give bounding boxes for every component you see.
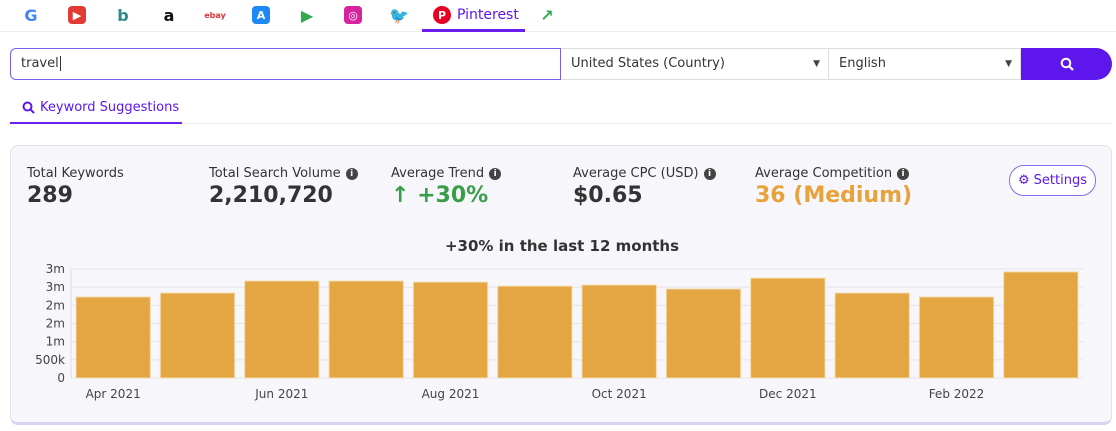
bar-apr-2021 bbox=[75, 296, 151, 379]
chart-title: +30% in the last 12 months bbox=[444, 237, 680, 255]
tab-label: Keyword Suggestions bbox=[40, 99, 180, 115]
trending-icon: ↗ bbox=[540, 5, 554, 25]
caret-down-icon: ▼ bbox=[1005, 59, 1012, 69]
stat-label: Average CPC (USD) bbox=[573, 166, 699, 181]
stat-avg-cpc: Average CPC (USD) i $0.65 bbox=[573, 166, 716, 208]
info-icon[interactable]: i bbox=[897, 167, 910, 180]
tab-trends[interactable]: ↗ bbox=[538, 4, 556, 26]
x-tick-label: Oct 2021 bbox=[592, 387, 647, 401]
y-tick-label: 2m bbox=[46, 298, 65, 312]
amazon-icon: a bbox=[163, 5, 175, 25]
stat-label: Total Keywords bbox=[27, 166, 124, 181]
y-tick-label: 500k bbox=[35, 353, 65, 367]
stat-avg-trend: Average Trend i ↑ +30% bbox=[391, 166, 502, 208]
keyword-value: travel bbox=[21, 56, 59, 71]
tab-pinterest[interactable]: P Pinterest bbox=[433, 4, 519, 26]
instagram-icon: ◎ bbox=[344, 6, 362, 24]
country-select[interactable]: United States (Country) ▼ bbox=[561, 48, 829, 80]
bar-aug-2021 bbox=[412, 281, 489, 379]
active-tab-indicator bbox=[422, 29, 525, 32]
tab-play-store[interactable]: ▶ bbox=[298, 4, 316, 26]
tab-youtube[interactable]: ▶ bbox=[68, 4, 86, 26]
stat-label: Average Trend bbox=[391, 166, 485, 181]
stat-label: Total Search Volume bbox=[209, 166, 341, 181]
y-tick-label: 2m bbox=[46, 317, 65, 331]
tab-keyword-suggestions[interactable]: Keyword Suggestions bbox=[10, 92, 182, 124]
keyword-input[interactable]: travel bbox=[10, 48, 561, 80]
x-tick-label: Apr 2021 bbox=[86, 387, 141, 401]
settings-label: Settings bbox=[1033, 173, 1087, 188]
bar-oct-2021 bbox=[581, 284, 657, 379]
x-tick-label: Aug 2021 bbox=[422, 387, 480, 401]
stat-value: +30% bbox=[417, 183, 489, 208]
y-tick-label: 0 bbox=[57, 371, 65, 385]
tab-label: Pinterest bbox=[457, 7, 519, 23]
tab-google[interactable]: G bbox=[22, 4, 40, 26]
search-icon bbox=[22, 101, 35, 114]
app-store-icon: A bbox=[252, 6, 270, 24]
stat-avg-competition: Average Competition i 36 (Medium) bbox=[755, 166, 912, 208]
country-value: United States (Country) bbox=[571, 56, 725, 71]
stat-value: 289 bbox=[27, 183, 73, 208]
search-icon bbox=[1060, 57, 1074, 71]
stat-total-keywords: Total Keywords 289 bbox=[27, 166, 124, 208]
ebay-icon: ebay bbox=[204, 10, 226, 20]
bar-dec-2021 bbox=[750, 277, 826, 379]
twitter-icon: 🐦 bbox=[389, 5, 409, 25]
language-select[interactable]: English ▼ bbox=[829, 48, 1021, 80]
caret-down-icon: ▼ bbox=[813, 59, 820, 69]
bar-jul-2021 bbox=[328, 280, 404, 379]
language-value: English bbox=[839, 56, 886, 71]
bar-jun-2021 bbox=[244, 280, 320, 379]
bar-sep-2021 bbox=[497, 285, 573, 379]
tab-amazon[interactable]: a bbox=[160, 4, 178, 26]
play-store-icon: ▶ bbox=[300, 5, 314, 25]
info-icon[interactable]: i bbox=[345, 167, 358, 180]
tab-bing[interactable]: b bbox=[114, 4, 132, 26]
stat-total-volume: Total Search Volume i 2,210,720 bbox=[209, 166, 358, 208]
x-tick-label: Jun 2021 bbox=[254, 387, 308, 401]
stat-label: Average Competition bbox=[755, 166, 893, 181]
stat-value: $0.65 bbox=[573, 183, 643, 208]
tab-app-store[interactable]: A bbox=[252, 4, 270, 26]
bar-nov-2021 bbox=[665, 288, 742, 379]
info-icon[interactable]: i bbox=[489, 167, 502, 180]
divider bbox=[182, 123, 1112, 124]
bar-jan-2022 bbox=[834, 292, 910, 379]
youtube-icon: ▶ bbox=[68, 6, 86, 24]
arrow-up-icon: ↑ bbox=[391, 183, 410, 208]
info-icon[interactable]: i bbox=[703, 167, 716, 180]
pinterest-icon: P bbox=[433, 6, 451, 24]
bar-may-2021 bbox=[159, 292, 236, 379]
x-tick-label: Feb 2022 bbox=[929, 387, 985, 401]
search-button[interactable] bbox=[1021, 48, 1112, 80]
y-tick-label: 3m bbox=[46, 262, 65, 276]
stats-panel: Total Keywords 289 Total Search Volume i 2,… bbox=[10, 145, 1112, 425]
google-icon: G bbox=[24, 5, 38, 25]
stat-value: 2,210,720 bbox=[209, 183, 333, 208]
y-tick-label: 3m bbox=[46, 280, 65, 294]
tab-twitter[interactable]: 🐦 bbox=[389, 4, 409, 26]
volume-bar-chart: 0 500k 1m 2m 2m 3m 3m Apr 2021 Jun 2021 Aug 2021 O… bbox=[35, 262, 1083, 401]
gear-icon: ⚙ bbox=[1018, 173, 1030, 188]
engine-tabs: G ▶ b a ebay A ▶ ◎ 🐦 P Pinterest ↗ bbox=[0, 0, 1116, 32]
bar-feb-2022 bbox=[918, 296, 995, 379]
settings-button[interactable]: ⚙ Settings bbox=[1009, 165, 1096, 196]
y-tick-label: 1m bbox=[46, 335, 65, 349]
bar-mar-2022 bbox=[1003, 271, 1079, 379]
bing-icon: b bbox=[117, 5, 129, 25]
tab-ebay[interactable]: ebay bbox=[204, 4, 226, 26]
stat-value: 36 (Medium) bbox=[755, 183, 913, 208]
x-tick-label: Dec 2021 bbox=[759, 387, 817, 401]
tab-instagram[interactable]: ◎ bbox=[344, 4, 362, 26]
